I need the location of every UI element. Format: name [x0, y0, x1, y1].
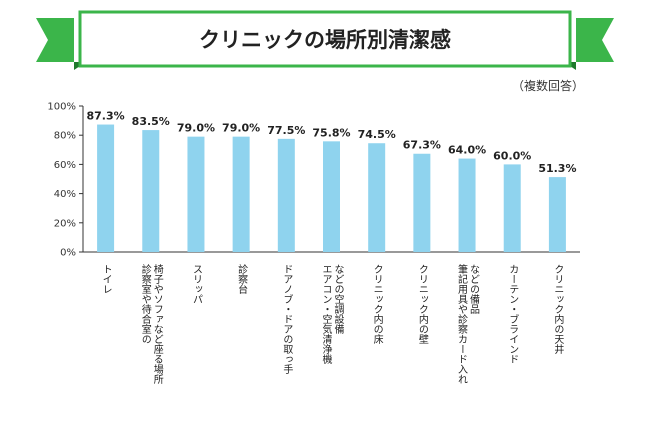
value-label: 79.0%	[177, 122, 215, 135]
category-label: 診察台	[236, 263, 248, 295]
value-label: 51.3%	[538, 162, 576, 175]
bar	[548, 177, 566, 252]
y-tick-label: 60%	[54, 160, 76, 171]
category-label: などの空調設備	[332, 264, 344, 335]
value-label: 79.0%	[222, 122, 260, 135]
title-banner: クリニックの場所別清潔感	[36, 10, 614, 70]
value-label: 74.5%	[358, 128, 396, 141]
banner-ribbon-left	[36, 18, 74, 62]
bar	[413, 153, 431, 252]
value-label: 83.5%	[132, 115, 170, 128]
banner-ribbon-right	[576, 18, 614, 62]
y-tick-label: 40%	[54, 189, 76, 200]
multiple-answer-note: （複数回答）	[511, 79, 584, 93]
value-label: 75.8%	[312, 126, 350, 139]
category-label: クリニック内の天井	[552, 264, 564, 355]
category-label: ドアノブ・ドアの取っ手	[281, 264, 293, 375]
value-label: 87.3%	[87, 110, 125, 123]
y-tick-label: 0%	[60, 248, 76, 259]
category-label: クリニック内の床	[371, 264, 383, 345]
y-axis: 0% 20% 40% 60% 80% 100%	[47, 102, 580, 259]
category-label: などの備品	[468, 264, 480, 315]
bar	[368, 143, 386, 252]
category-label: 筆記用具や診察カード入れ	[456, 263, 468, 384]
bar	[97, 124, 115, 252]
y-tick-label: 100%	[47, 102, 76, 113]
bar	[232, 136, 250, 252]
category-label: トイレ	[100, 264, 112, 294]
bar	[187, 136, 205, 252]
value-labels: 87.3% 83.5% 79.0% 79.0% 77.5% 75.8% 74.5% 67.3%…	[87, 110, 577, 176]
bar	[458, 158, 476, 252]
category-label: 診察室や待合室の	[139, 263, 151, 344]
category-label: カーテン・ブラインド	[507, 264, 519, 364]
x-labels: トイレ 診察室や待合室の 椅子やソファなど座る場所 スリッパ 診察台 ドアノブ・ドアの取っ…	[100, 263, 564, 385]
banner-box	[78, 10, 572, 68]
bar	[503, 164, 521, 252]
category-label: 椅子やソファなど座る場所	[151, 263, 163, 385]
category-label: スリッパ	[190, 264, 202, 304]
bar	[142, 130, 160, 252]
y-tick-label: 20%	[54, 218, 76, 229]
chart-title: クリニックの場所別清潔感	[199, 28, 451, 52]
value-label: 77.5%	[267, 124, 305, 137]
bar	[323, 141, 340, 252]
bar	[277, 138, 295, 252]
bars	[97, 124, 566, 252]
value-label: 60.0%	[493, 149, 531, 162]
value-label: 64.0%	[448, 144, 486, 157]
category-label: エアコン・空気清浄機	[320, 264, 332, 365]
y-tick-label: 80%	[54, 131, 76, 142]
value-label: 67.3%	[403, 139, 441, 152]
category-label: クリニック内の壁	[416, 264, 428, 344]
